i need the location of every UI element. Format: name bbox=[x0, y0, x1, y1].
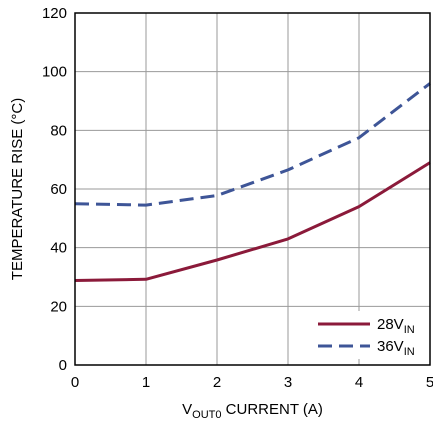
y-axis-title: TEMPERATURE RISE (°C) bbox=[9, 98, 26, 280]
x-axis-title-rest: CURRENT (A) bbox=[221, 401, 322, 418]
x-tick-label: 0 bbox=[71, 374, 79, 391]
legend-label-28vin: 28VIN bbox=[377, 316, 415, 336]
x-axis-title-subscript: OUT0 bbox=[192, 409, 221, 421]
x-tick-label: 5 bbox=[426, 374, 433, 391]
legend-label-36vin: 36VIN bbox=[377, 338, 415, 358]
legend-label-36vin-sub: IN bbox=[404, 346, 415, 358]
legend-background bbox=[312, 311, 427, 359]
legend-label-28vin-sub: IN bbox=[404, 324, 415, 336]
x-tick-label: 1 bbox=[142, 374, 150, 391]
y-tick-label: 0 bbox=[59, 357, 67, 374]
series-line-28vin bbox=[74, 161, 431, 282]
x-axis-title-main: V bbox=[182, 401, 192, 418]
grid bbox=[75, 13, 430, 365]
x-tick-label: 4 bbox=[355, 374, 363, 391]
series-layer bbox=[74, 82, 431, 282]
y-tick-label: 80 bbox=[50, 122, 67, 139]
series-line-36vin bbox=[74, 82, 431, 207]
y-tick-label: 100 bbox=[42, 64, 67, 81]
plot-frame bbox=[74, 12, 431, 366]
y-tick-label: 40 bbox=[50, 240, 67, 257]
x-tick-label: 2 bbox=[213, 374, 221, 391]
x-tick-label: 3 bbox=[284, 374, 292, 391]
y-axis-ticks: 0 20 40 60 80 100 120 bbox=[42, 5, 67, 374]
legend-label-36vin-main: 36V bbox=[377, 338, 404, 355]
x-axis-title: VOUT0 CURRENT (A) bbox=[182, 401, 323, 421]
x-axis-ticks: 0 1 2 3 4 5 bbox=[71, 374, 433, 391]
y-tick-label: 60 bbox=[50, 181, 67, 198]
y-tick-label: 120 bbox=[42, 5, 67, 22]
y-tick-label: 20 bbox=[50, 298, 67, 315]
legend: 28VIN 36VIN bbox=[312, 311, 427, 359]
legend-label-28vin-main: 28V bbox=[377, 316, 404, 333]
